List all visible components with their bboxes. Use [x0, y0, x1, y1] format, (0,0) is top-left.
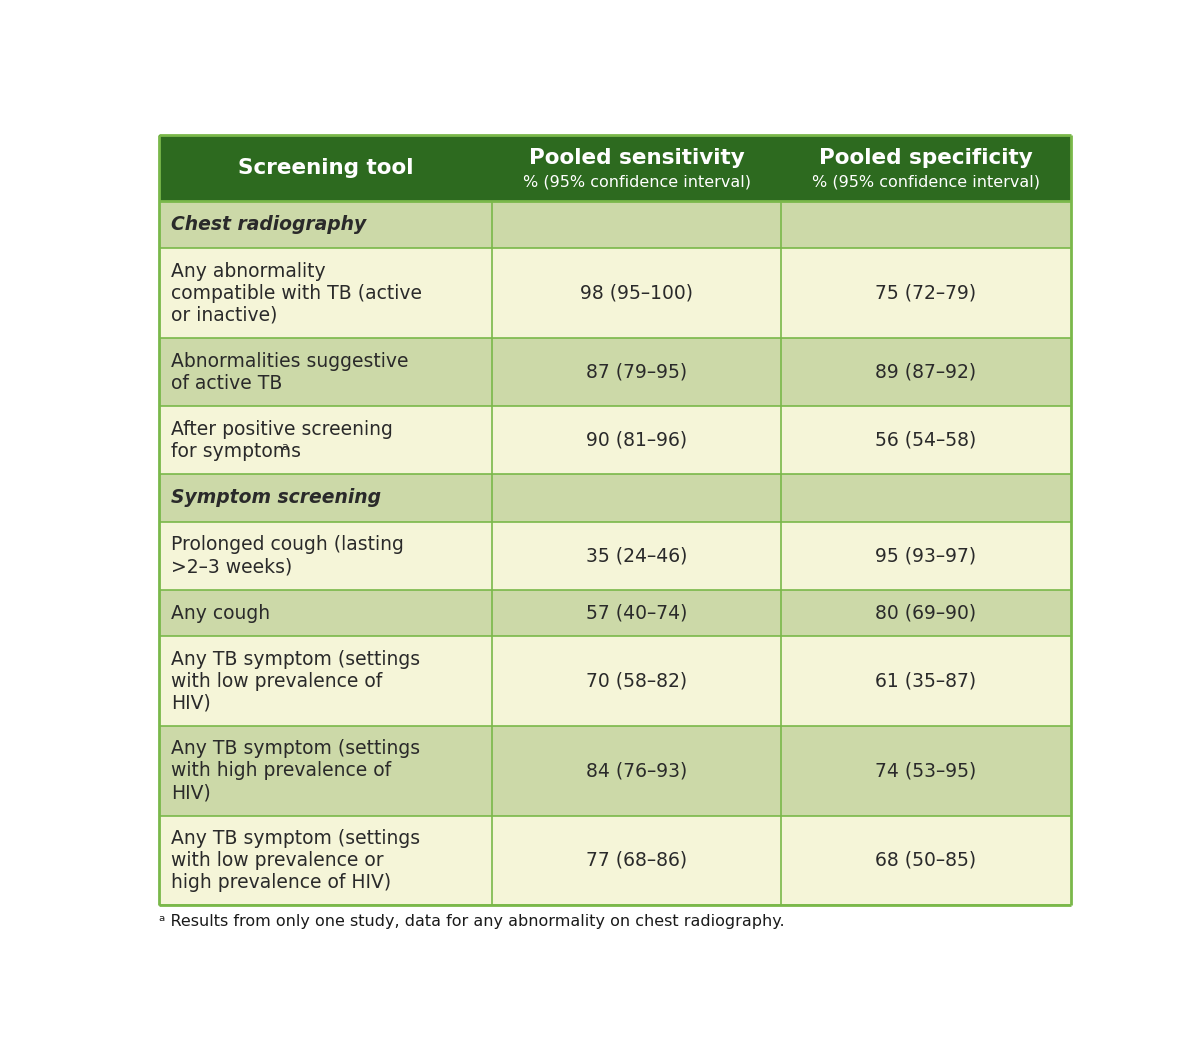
Bar	[781, 726, 1070, 816]
Text: 98 (95–100): 98 (95–100)	[580, 284, 694, 302]
Bar	[160, 590, 492, 636]
Bar	[160, 201, 492, 249]
Text: Pooled specificity: Pooled specificity	[820, 148, 1033, 168]
Text: 87 (79–95): 87 (79–95)	[586, 362, 688, 381]
Bar	[781, 590, 1070, 636]
Bar	[492, 338, 781, 406]
Bar	[160, 726, 492, 816]
Text: 90 (81–96): 90 (81–96)	[586, 430, 688, 449]
Text: 70 (58–82): 70 (58–82)	[586, 672, 688, 691]
Text: After positive screening
for symptoms: After positive screening for symptoms	[170, 420, 392, 461]
Text: Any TB symptom (settings
with low prevalence of
HIV): Any TB symptom (settings with low preval…	[170, 650, 420, 713]
Bar	[492, 135, 781, 201]
Bar	[781, 475, 1070, 522]
Bar	[492, 249, 781, 338]
Text: % (95% confidence interval): % (95% confidence interval)	[523, 175, 751, 190]
Bar	[492, 475, 781, 522]
Text: 56 (54–58): 56 (54–58)	[875, 430, 977, 449]
Text: Chest radiography: Chest radiography	[170, 215, 366, 234]
Bar	[160, 475, 492, 522]
Bar	[160, 636, 492, 726]
Text: Abnormalities suggestive
of active TB: Abnormalities suggestive of active TB	[170, 352, 408, 393]
Bar	[781, 135, 1070, 201]
Text: a: a	[281, 442, 288, 452]
Text: ᵃ Results from only one study, data for any abnormality on chest radiography.: ᵃ Results from only one study, data for …	[160, 915, 785, 929]
Bar	[492, 636, 781, 726]
Text: 35 (24–46): 35 (24–46)	[586, 546, 688, 565]
Text: Any TB symptom (settings
with low prevalence or
high prevalence of HIV): Any TB symptom (settings with low preval…	[170, 828, 420, 891]
Text: % (95% confidence interval): % (95% confidence interval)	[812, 175, 1040, 190]
Bar	[781, 406, 1070, 475]
Text: 61 (35–87): 61 (35–87)	[876, 672, 977, 691]
Text: Pooled sensitivity: Pooled sensitivity	[529, 148, 744, 168]
Bar	[781, 338, 1070, 406]
Bar	[781, 816, 1070, 905]
Bar	[160, 406, 492, 475]
Bar	[160, 522, 492, 590]
Bar	[160, 816, 492, 905]
Text: 74 (53–95): 74 (53–95)	[875, 761, 977, 780]
Text: 77 (68–86): 77 (68–86)	[586, 850, 688, 870]
Text: Any abnormality
compatible with TB (active
or inactive): Any abnormality compatible with TB (acti…	[170, 261, 422, 324]
Bar	[492, 522, 781, 590]
Bar	[492, 406, 781, 475]
Text: 68 (50–85): 68 (50–85)	[876, 850, 977, 870]
Text: 89 (87–92): 89 (87–92)	[876, 362, 977, 381]
Bar	[160, 338, 492, 406]
Text: 95 (93–97): 95 (93–97)	[876, 546, 977, 565]
Bar	[781, 636, 1070, 726]
Text: Screening tool: Screening tool	[238, 158, 413, 177]
Text: 84 (76–93): 84 (76–93)	[586, 761, 688, 780]
Bar	[492, 590, 781, 636]
Bar	[492, 816, 781, 905]
Text: 80 (69–90): 80 (69–90)	[876, 604, 977, 623]
Text: 57 (40–74): 57 (40–74)	[586, 604, 688, 623]
Bar	[781, 201, 1070, 249]
Bar	[492, 726, 781, 816]
Bar	[160, 135, 492, 201]
Bar	[781, 522, 1070, 590]
Text: Prolonged cough (lasting
>2–3 weeks): Prolonged cough (lasting >2–3 weeks)	[170, 536, 403, 576]
Bar	[492, 201, 781, 249]
Bar	[781, 249, 1070, 338]
Text: 75 (72–79): 75 (72–79)	[876, 284, 977, 302]
Text: Any cough: Any cough	[170, 604, 270, 623]
Text: Symptom screening: Symptom screening	[170, 488, 380, 507]
Text: Any TB symptom (settings
with high prevalence of
HIV): Any TB symptom (settings with high preva…	[170, 739, 420, 802]
Bar	[160, 249, 492, 338]
